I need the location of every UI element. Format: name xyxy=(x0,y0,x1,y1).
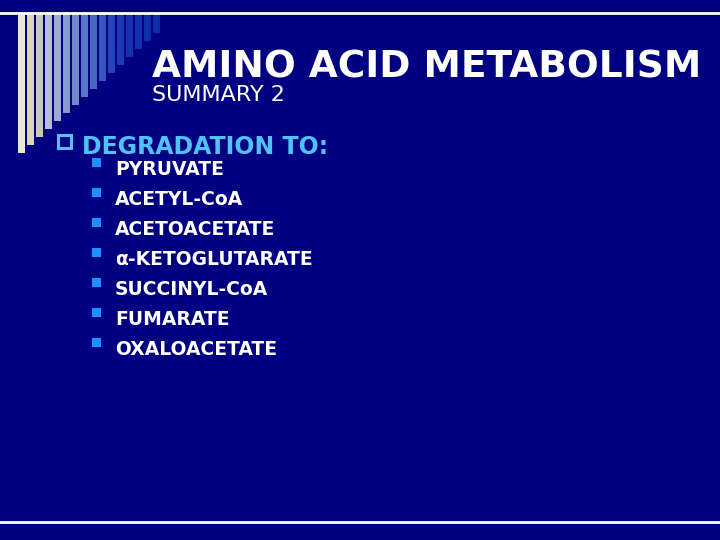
Text: ACETYL-CoA: ACETYL-CoA xyxy=(115,190,243,209)
Text: FUMARATE: FUMARATE xyxy=(115,310,230,329)
Bar xyxy=(92,278,101,287)
Bar xyxy=(144,13,151,41)
Bar xyxy=(27,13,34,145)
Bar xyxy=(58,135,71,148)
Bar xyxy=(92,338,101,347)
Bar xyxy=(45,13,52,129)
Text: PYRUVATE: PYRUVATE xyxy=(115,160,224,179)
Text: OXALOACETATE: OXALOACETATE xyxy=(115,340,277,359)
Bar xyxy=(117,13,124,65)
Text: ACETOACETATE: ACETOACETATE xyxy=(115,220,275,239)
Bar xyxy=(72,13,79,105)
Bar xyxy=(135,13,142,49)
Bar xyxy=(99,13,106,81)
Bar xyxy=(92,248,101,257)
Bar xyxy=(81,13,88,97)
Bar xyxy=(90,13,97,89)
Bar xyxy=(18,13,25,153)
Text: SUCCINYL-CoA: SUCCINYL-CoA xyxy=(115,280,269,299)
Bar xyxy=(92,188,101,197)
Bar xyxy=(92,308,101,317)
Text: α-KETOGLUTARATE: α-KETOGLUTARATE xyxy=(115,250,312,269)
Bar xyxy=(54,13,61,121)
Bar xyxy=(36,13,43,137)
Bar xyxy=(126,13,133,57)
Text: SUMMARY 2: SUMMARY 2 xyxy=(152,85,285,105)
Bar xyxy=(108,13,115,73)
Text: DEGRADATION TO:: DEGRADATION TO: xyxy=(82,135,328,159)
Bar xyxy=(92,158,101,167)
Bar xyxy=(63,13,70,113)
Bar xyxy=(153,13,160,33)
Bar xyxy=(92,218,101,227)
Text: AMINO ACID METABOLISM: AMINO ACID METABOLISM xyxy=(152,50,701,86)
